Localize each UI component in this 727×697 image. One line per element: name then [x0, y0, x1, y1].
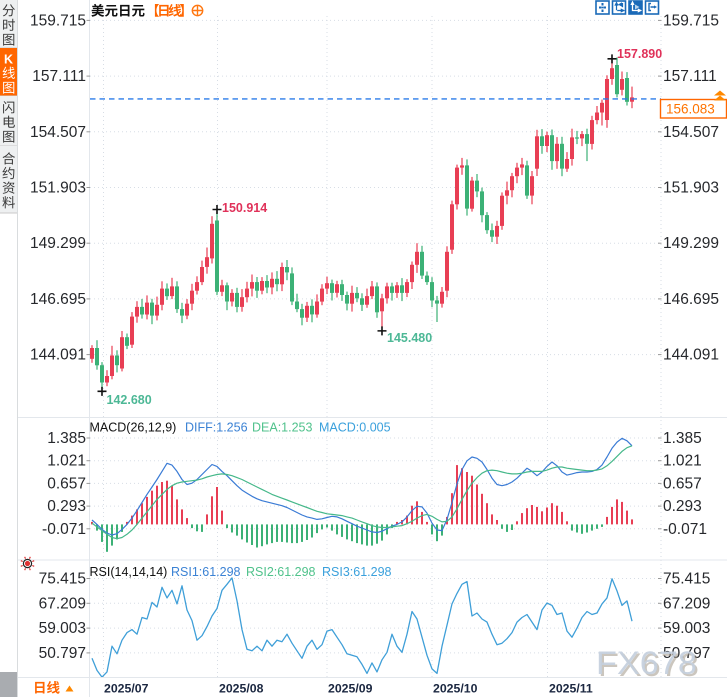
svg-text:149.299: 149.299 — [663, 235, 719, 252]
svg-text:2025/11: 2025/11 — [549, 682, 593, 696]
svg-text:FX678: FX678 — [596, 645, 697, 681]
svg-text:0.657: 0.657 — [663, 475, 702, 492]
svg-text:MACD(26,12,9): MACD(26,12,9) — [90, 421, 177, 435]
svg-text:154.507: 154.507 — [30, 124, 86, 141]
svg-text:67.209: 67.209 — [663, 595, 710, 612]
svg-text:157.111: 157.111 — [663, 68, 717, 85]
svg-text:2025/10: 2025/10 — [433, 682, 478, 696]
svg-text:RSI3:61.298: RSI3:61.298 — [322, 565, 392, 579]
svg-text:59.003: 59.003 — [39, 620, 86, 637]
svg-text:1.021: 1.021 — [47, 453, 86, 470]
svg-text:2025/09: 2025/09 — [328, 682, 373, 696]
svg-text:146.695: 146.695 — [663, 291, 719, 308]
svg-text:MACD:0.005: MACD:0.005 — [319, 421, 391, 435]
svg-text:150.914: 150.914 — [222, 201, 267, 215]
svg-text:157.890: 157.890 — [617, 47, 662, 61]
svg-text:50.797: 50.797 — [663, 645, 710, 662]
svg-text:1.385: 1.385 — [47, 430, 86, 447]
svg-text:-0.071: -0.071 — [42, 521, 86, 538]
svg-text:0.293: 0.293 — [47, 498, 86, 515]
svg-text:1.021: 1.021 — [663, 453, 702, 470]
svg-text:DIFF:1.256: DIFF:1.256 — [185, 421, 248, 435]
svg-text:151.903: 151.903 — [30, 180, 86, 197]
svg-text:RSI1:61.298: RSI1:61.298 — [171, 565, 241, 579]
svg-text:-0.071: -0.071 — [663, 521, 707, 538]
svg-text:FX678: FX678 — [598, 647, 699, 683]
svg-text:156.083: 156.083 — [666, 102, 715, 117]
svg-text:59.003: 59.003 — [663, 620, 710, 637]
svg-text:151.903: 151.903 — [663, 180, 719, 197]
svg-text:154.507: 154.507 — [663, 124, 719, 141]
svg-text:144.091: 144.091 — [30, 347, 86, 364]
svg-text:2025/08: 2025/08 — [219, 682, 264, 696]
svg-text:2025/07: 2025/07 — [104, 682, 149, 696]
svg-text:149.299: 149.299 — [30, 235, 86, 252]
svg-text:0.293: 0.293 — [663, 498, 702, 515]
svg-text:RSI(14,14,14): RSI(14,14,14) — [90, 565, 168, 579]
svg-text:144.091: 144.091 — [663, 347, 719, 364]
svg-text:157.111: 157.111 — [32, 68, 86, 85]
svg-text:DEA:1.253: DEA:1.253 — [252, 421, 313, 435]
svg-text:142.680: 142.680 — [107, 393, 152, 407]
svg-text:67.209: 67.209 — [39, 595, 86, 612]
svg-text:75.415: 75.415 — [663, 571, 710, 588]
svg-text:50.797: 50.797 — [39, 645, 86, 662]
svg-text:75.415: 75.415 — [39, 571, 86, 588]
svg-text:0.657: 0.657 — [47, 475, 86, 492]
svg-text:145.480: 145.480 — [387, 331, 432, 345]
svg-text:K: K — [4, 52, 13, 66]
svg-text:1.385: 1.385 — [663, 430, 702, 447]
svg-text:159.715: 159.715 — [663, 12, 719, 29]
svg-text:146.695: 146.695 — [30, 291, 86, 308]
svg-text:RSI2:61.298: RSI2:61.298 — [246, 565, 316, 579]
svg-text:159.715: 159.715 — [30, 12, 86, 29]
